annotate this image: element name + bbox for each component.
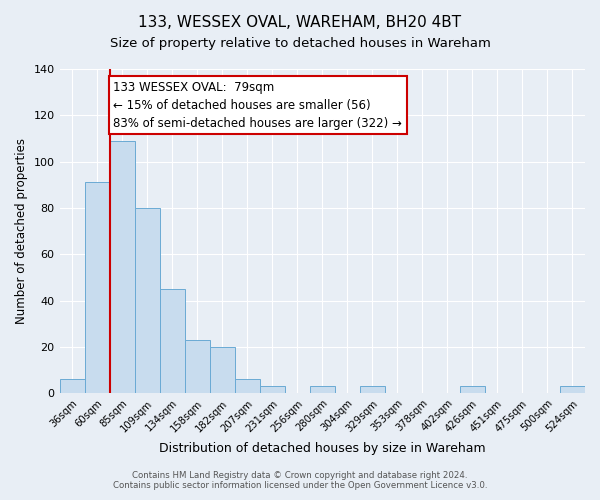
- Y-axis label: Number of detached properties: Number of detached properties: [15, 138, 28, 324]
- Bar: [209, 347, 235, 393]
- Bar: [235, 380, 260, 393]
- Bar: [460, 386, 485, 393]
- Bar: [185, 340, 209, 393]
- Text: 133 WESSEX OVAL:  79sqm
← 15% of detached houses are smaller (56)
83% of semi-de: 133 WESSEX OVAL: 79sqm ← 15% of detached…: [113, 80, 402, 130]
- Text: Contains HM Land Registry data © Crown copyright and database right 2024.
Contai: Contains HM Land Registry data © Crown c…: [113, 470, 487, 490]
- Bar: [310, 386, 335, 393]
- Bar: [260, 386, 285, 393]
- Text: 133, WESSEX OVAL, WAREHAM, BH20 4BT: 133, WESSEX OVAL, WAREHAM, BH20 4BT: [139, 15, 461, 30]
- Bar: [85, 182, 110, 393]
- X-axis label: Distribution of detached houses by size in Wareham: Distribution of detached houses by size …: [159, 442, 485, 455]
- Bar: [360, 386, 385, 393]
- Bar: [160, 289, 185, 393]
- Bar: [134, 208, 160, 393]
- Bar: [110, 141, 134, 393]
- Text: Size of property relative to detached houses in Wareham: Size of property relative to detached ho…: [110, 38, 490, 51]
- Bar: [59, 380, 85, 393]
- Bar: [560, 386, 585, 393]
